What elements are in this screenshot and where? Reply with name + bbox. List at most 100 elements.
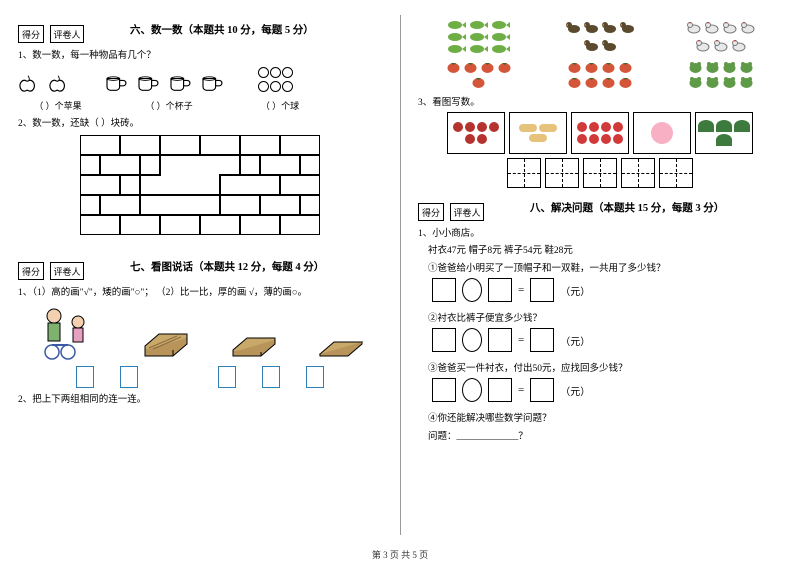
q7-figures xyxy=(18,304,382,360)
number-grid xyxy=(659,158,693,188)
result-box xyxy=(530,278,554,302)
animals-row xyxy=(418,20,782,54)
number-grid xyxy=(507,158,541,188)
duck-icon xyxy=(565,20,581,34)
score-row-8: 得分 评卷人 八、解决问题（本题共 15 分，每题 3 分） xyxy=(418,198,782,221)
operator-box xyxy=(462,378,482,402)
duck-group xyxy=(565,20,635,54)
fish-icon xyxy=(447,44,467,54)
balls-icon xyxy=(258,67,298,93)
fish-icon xyxy=(491,32,511,42)
frog-icon xyxy=(739,75,754,88)
fish-icon xyxy=(469,44,489,54)
q8-1-text: 1、小小商店。 xyxy=(418,225,782,239)
persimmon-icon xyxy=(584,60,599,73)
score-box-label: 得分 xyxy=(18,25,44,43)
fish-icon xyxy=(491,20,511,30)
section-6-title: 六、数一数（本题共 10 分，每题 5 分） xyxy=(130,22,314,37)
frog-icon xyxy=(705,75,720,88)
chicken-icon xyxy=(740,20,756,34)
persimmon-icon xyxy=(584,75,599,88)
operand-box xyxy=(432,278,456,302)
persimmon-group-8 xyxy=(563,60,637,88)
fish-icon xyxy=(447,32,467,42)
chicken-icon xyxy=(713,38,729,52)
q7-1-text: 1、（1）高的画"√"，矮的画"○"； （2）比一比，厚的画 √，薄的画○。 xyxy=(18,284,382,298)
q7-answer-boxes xyxy=(18,366,382,388)
eq-row-2: = （元） xyxy=(432,328,782,352)
score-row-6: 得分 评卷人 六、数一数（本题共 10 分，每题 5 分） xyxy=(18,20,382,43)
pic-box-strawberry xyxy=(571,112,629,154)
right-column: 3、看图写数。 得分 评卷人 八、解决问题（本题共 15 分，每题 3 分） 1 xyxy=(400,0,800,565)
persimmon-icon xyxy=(463,60,478,73)
chicken-icon xyxy=(722,20,738,34)
q3-label: 3、看图写数。 xyxy=(418,94,782,108)
section-8-title: 八、解决问题（本题共 15 分，每题 3 分） xyxy=(530,200,724,215)
plank-thin xyxy=(318,332,366,360)
frog-icon xyxy=(688,60,703,73)
plank-thick xyxy=(143,332,191,360)
score-box-label: 得分 xyxy=(418,203,444,221)
unit-label: （元） xyxy=(560,333,590,348)
apple-icon xyxy=(48,73,70,93)
left-column: 得分 评卷人 六、数一数（本题共 10 分，每题 5 分） 1、数一数，每一种物… xyxy=(0,0,400,565)
pic-box-cherries xyxy=(447,112,505,154)
subq-4b: 问题：_____________？ xyxy=(428,428,782,442)
fish-icon xyxy=(447,20,467,30)
frog-icon xyxy=(722,60,737,73)
q6-1-text: 1、数一数，每一种物品有几个？ xyxy=(18,47,382,61)
duck-icon xyxy=(583,38,599,52)
duck-icon xyxy=(601,20,617,34)
operand-box xyxy=(432,378,456,402)
equals-sign: = xyxy=(518,334,524,346)
number-grid-row xyxy=(418,158,782,188)
persimmon-row xyxy=(418,60,782,88)
persimmon-group-5 xyxy=(442,60,516,88)
persimmon-icon xyxy=(618,60,633,73)
persimmon-icon xyxy=(471,75,486,88)
answer-box xyxy=(218,366,236,388)
frog-icon xyxy=(705,60,720,73)
equals-sign: = xyxy=(518,384,524,396)
pic-box-peach xyxy=(633,112,691,154)
eq-row-1: = （元） xyxy=(432,278,782,302)
cup-icon xyxy=(168,75,192,93)
section-7-title: 七、看图说话（本题共 12 分，每题 4 分） xyxy=(130,259,324,274)
number-grid xyxy=(621,158,655,188)
number-grid xyxy=(583,158,617,188)
duck-icon xyxy=(601,38,617,52)
brick-wall-figure xyxy=(80,135,320,235)
pic-box-melon xyxy=(695,112,753,154)
q7-2-text: 2、把上下两组相同的连一连。 xyxy=(18,391,382,405)
fish-icon xyxy=(469,20,489,30)
answer-box xyxy=(262,366,280,388)
number-grid xyxy=(545,158,579,188)
result-box xyxy=(530,328,554,352)
persimmon-icon xyxy=(446,60,461,73)
subq-1: ①爸爸给小明买了一顶帽子和一双鞋，一共用了多少钱？ xyxy=(428,260,782,274)
chicken-icon xyxy=(695,38,711,52)
plank-med xyxy=(231,332,279,360)
subq-4: ④你还能解决哪些数学问题？ xyxy=(428,410,782,424)
frog-icon xyxy=(722,75,737,88)
pic-box-bread xyxy=(509,112,567,154)
persimmon-icon xyxy=(618,75,633,88)
chicken-group xyxy=(686,20,756,54)
score-box-label: 得分 xyxy=(18,262,44,280)
eq-row-3: = （元） xyxy=(432,378,782,402)
apple-label: （ ）个苹果 xyxy=(18,99,98,112)
grader-box-label: 评卷人 xyxy=(450,203,484,221)
grader-box-label: 评卷人 xyxy=(50,25,84,43)
operator-box xyxy=(462,278,482,302)
fish-group xyxy=(444,20,514,54)
persimmon-icon xyxy=(480,60,495,73)
chicken-icon xyxy=(704,20,720,34)
frog-icon xyxy=(739,60,754,73)
grader-box-label: 评卷人 xyxy=(50,262,84,280)
answer-box xyxy=(76,366,94,388)
persimmon-icon xyxy=(601,75,616,88)
chicken-icon xyxy=(731,38,747,52)
ball-label: （ ）个球 xyxy=(240,99,320,112)
chicken-icon xyxy=(686,20,702,34)
duck-icon xyxy=(619,20,635,34)
